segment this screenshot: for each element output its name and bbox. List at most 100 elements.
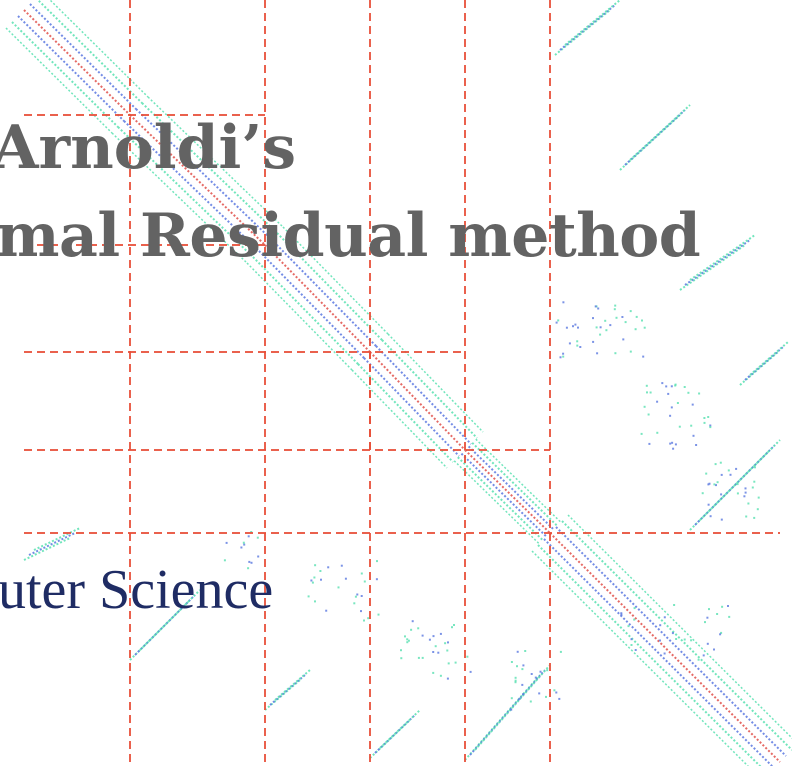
nonzero-speck [683, 638, 686, 641]
nonzero-speck [522, 693, 524, 696]
nonzero-speck [753, 516, 756, 519]
band-stripe [111, 132, 248, 264]
nonzero-speck [562, 301, 565, 304]
nonzero-speck [627, 625, 630, 628]
slide-title-line-1: Arnoldi’s [0, 113, 297, 183]
nonzero-speck [716, 613, 719, 615]
nonzero-speck [367, 617, 370, 620]
nonzero-speck [313, 576, 316, 579]
band-stripe [11, 21, 119, 128]
band-stripe [549, 532, 781, 763]
nonzero-speck [417, 656, 420, 659]
nonzero-speck [354, 595, 357, 598]
band-stripe [29, 3, 137, 110]
nonzero-speck [557, 319, 560, 322]
nonzero-speck [707, 503, 710, 506]
band-stripe [374, 714, 416, 754]
band-stripe [629, 104, 691, 161]
nonzero-speck [406, 638, 409, 641]
nonzero-speck [663, 616, 666, 619]
nonzero-speck [434, 645, 437, 648]
nonzero-speck [510, 661, 513, 663]
nonzero-speck [642, 355, 645, 358]
nonzero-speck [719, 633, 722, 636]
nonzero-speck [706, 616, 709, 619]
nonzero-speck [640, 432, 643, 435]
nonzero-speck [546, 669, 549, 672]
nonzero-speck [720, 518, 723, 521]
nonzero-speck [648, 442, 651, 445]
nonzero-speck [599, 326, 602, 329]
nonzero-speck [702, 654, 705, 657]
nonzero-speck [439, 674, 442, 677]
band-stripe [49, 0, 149, 98]
nonzero-speck [753, 480, 756, 483]
nonzero-speck [692, 434, 695, 437]
nonzero-speck [676, 402, 679, 404]
nonzero-speck [675, 638, 678, 640]
nonzero-speck [713, 483, 716, 486]
nonzero-speck [678, 425, 681, 428]
nonzero-speck [521, 668, 524, 671]
nonzero-speck [577, 326, 579, 329]
band-stripe [141, 102, 278, 234]
nonzero-speck [634, 328, 637, 331]
band-stripe [276, 232, 383, 341]
nonzero-speck [314, 600, 316, 603]
band-stripe [381, 339, 478, 439]
band-stripe [464, 449, 551, 534]
nonzero-speck [649, 391, 652, 394]
nonzero-speck [683, 386, 686, 388]
nonzero-speck [558, 697, 561, 700]
nonzero-speck [709, 426, 712, 429]
nonzero-speck [572, 325, 574, 328]
nonzero-speck [568, 342, 571, 345]
nonzero-speck [363, 580, 366, 583]
nonzero-speck [720, 473, 723, 476]
nonzero-speck [634, 649, 637, 651]
band-stripe [270, 238, 377, 347]
band-stripe [467, 445, 555, 531]
band-stripe [147, 96, 284, 228]
nonzero-speck [630, 638, 633, 641]
nonzero-speck [404, 635, 406, 638]
nonzero-speck [727, 469, 730, 472]
band-stripe [264, 244, 371, 353]
nonzero-speck [705, 472, 708, 475]
nonzero-speck [622, 338, 625, 341]
band-stripe [679, 244, 746, 291]
nonzero-speck [406, 641, 409, 644]
band-stripe [28, 532, 76, 556]
nonzero-speck [671, 632, 674, 635]
nonzero-speck [736, 483, 739, 486]
band-stripe [379, 709, 421, 749]
nonzero-speck [721, 605, 724, 608]
nonzero-speck [713, 648, 715, 651]
nonzero-speck [687, 391, 690, 394]
nonzero-speck [574, 323, 577, 326]
nonzero-speck [311, 581, 314, 584]
nonzero-speck [703, 417, 706, 419]
nonzero-speck [327, 566, 330, 569]
band-stripe [475, 438, 562, 523]
nonzero-speck [701, 492, 704, 495]
nonzero-speck [691, 403, 694, 406]
nonzero-speck [744, 487, 747, 490]
nonzero-speck [707, 416, 710, 418]
nonzero-speck [310, 579, 313, 582]
nonzero-speck [307, 595, 310, 598]
nonzero-speck [709, 424, 712, 427]
block-partition-lines [24, 0, 780, 766]
band-stripe [123, 120, 260, 252]
nonzero-speck [669, 442, 672, 445]
nonzero-speck [555, 691, 558, 694]
nonzero-speck [247, 535, 250, 538]
nonzero-speck [243, 543, 246, 546]
nonzero-speck [747, 502, 750, 505]
nonzero-speck [248, 560, 251, 563]
nonzero-speck [708, 482, 711, 485]
nonzero-speck [720, 493, 723, 496]
nonzero-speck [605, 329, 608, 332]
nonzero-speck [353, 602, 356, 605]
